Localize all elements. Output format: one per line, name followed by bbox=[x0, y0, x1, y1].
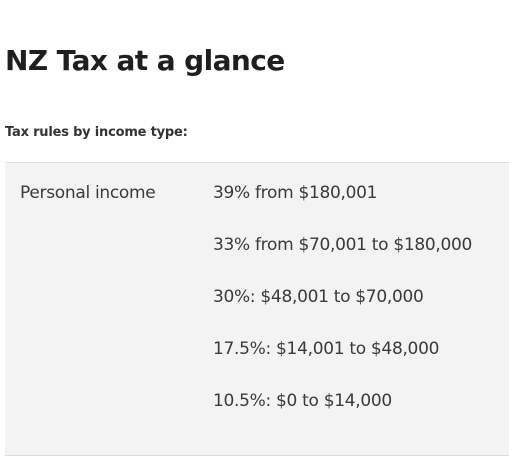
tax-rate-item: 17.5%: $14,001 to $48,000 bbox=[213, 339, 440, 359]
tax-rate-item: 30%: $48,001 to $70,000 bbox=[213, 287, 424, 307]
tax-table: Personal income 39% from $180,001 33% fr… bbox=[5, 162, 509, 456]
income-type-label: Personal income bbox=[20, 183, 156, 203]
tax-rate-item: 33% from $70,001 to $180,000 bbox=[213, 235, 473, 255]
tax-rate-item: 39% from $180,001 bbox=[213, 183, 378, 203]
tax-rate-list: 39% from $180,001 33% from $70,001 to $1… bbox=[213, 183, 472, 443]
section-label: Tax rules by income type: bbox=[5, 125, 188, 140]
page-title: NZ Tax at a glance bbox=[5, 44, 285, 77]
tax-rate-item: 10.5%: $0 to $14,000 bbox=[213, 391, 392, 411]
